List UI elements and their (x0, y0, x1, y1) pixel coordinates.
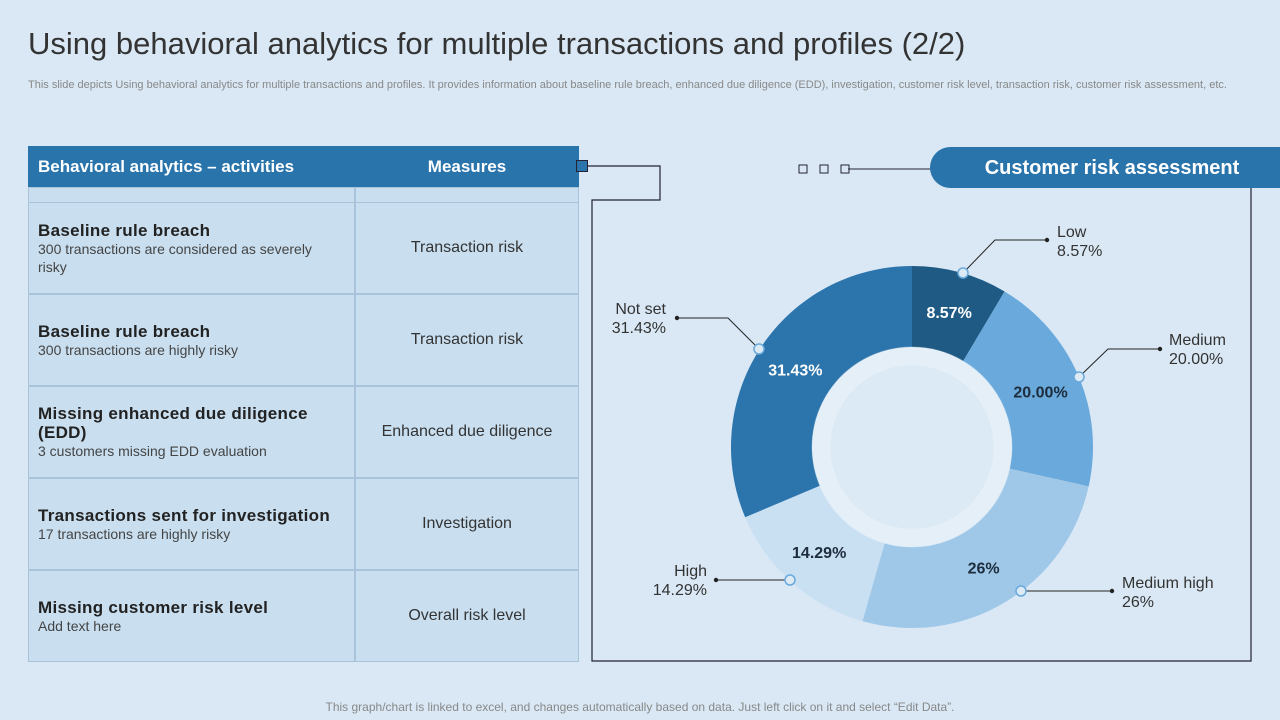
row-title: Baseline rule breach (38, 321, 211, 341)
leader-dot (674, 315, 680, 321)
row-title: Baseline rule breach (38, 220, 211, 240)
donut-slice (963, 291, 1093, 487)
donut-slice (912, 266, 1005, 362)
donut-slice (745, 485, 885, 622)
leader-line (1078, 348, 1160, 378)
leader-dot (1109, 588, 1115, 594)
category-label: High (674, 563, 707, 580)
row-description: Add text here (38, 617, 122, 634)
donut-hole (831, 366, 993, 528)
panel-border (587, 165, 1252, 662)
measure: Overall risk level (408, 607, 526, 624)
row-description: 17 transactions are highly risky (38, 525, 231, 542)
row-cell: Baseline rule breach 300 transactions are… (28, 294, 355, 386)
subtitle: This slide depicts Using behavioral anal… (28, 79, 1227, 91)
column-header: Behavioral analytics – activities (28, 146, 355, 187)
category-label: Low (1057, 224, 1087, 241)
chart-title-pill (930, 147, 1280, 188)
connector-square (819, 164, 829, 174)
row-description: 300 transactions are highly risky (38, 341, 238, 358)
slice-label: 31.43% (768, 363, 822, 380)
leader-dot (1157, 346, 1163, 352)
connector-square (798, 164, 808, 174)
footer-note: This graph/chart is linked to excel, and… (325, 700, 955, 714)
slice-dot (1073, 371, 1085, 383)
category-label: Medium high (1122, 575, 1214, 592)
slice-label: 26% (968, 560, 1000, 577)
row-cell: Missing enhanced due diligence (EDD) 3 cu… (28, 386, 355, 478)
chart-title: Customer risk assessment (985, 157, 1240, 179)
measure-cell: Overall risk level (355, 570, 579, 662)
column-header: Measures (355, 146, 579, 187)
slice-dot (784, 574, 796, 586)
measure-cell: Transaction risk (355, 294, 579, 386)
slice-dot (753, 343, 765, 355)
slice-label: 20.00% (1013, 385, 1067, 402)
measure: Transaction risk (410, 239, 524, 256)
leader-line (677, 317, 760, 350)
value-label: 8.57% (1057, 243, 1102, 260)
slice-label: 14.29% (792, 545, 846, 562)
category-label: Medium (1169, 332, 1226, 349)
row-description: 3 customers missing EDD evaluation (38, 443, 267, 459)
leader-line (962, 239, 1047, 274)
header-gap (355, 187, 579, 203)
leader-dot (1044, 237, 1050, 243)
donut-slice (731, 265, 912, 518)
donut-slice (862, 468, 1089, 628)
inner-ring (811, 346, 1013, 548)
measure: Enhanced due diligence (381, 423, 553, 440)
slice-label: 8.57% (926, 305, 971, 322)
title: Using behavioral analytics for multiple … (28, 26, 966, 61)
slice-dot (1015, 585, 1027, 597)
connector-square (840, 164, 850, 174)
measure: Transaction risk (410, 331, 524, 348)
header-gap (28, 187, 355, 203)
slice-dot (957, 267, 969, 279)
measure-cell: Enhanced due diligence (355, 386, 579, 478)
measure-cell: Investigation (355, 478, 579, 570)
value-label: 20.00% (1169, 351, 1223, 368)
row-cell: Transactions sent for investigation 17 tr… (28, 478, 355, 570)
measure: Investigation (422, 515, 512, 532)
row-description: 300 transactions are considered as sever… (38, 240, 312, 275)
category-label: Not set (615, 301, 666, 318)
row-cell: Missing customer risk level Add text here (28, 570, 355, 662)
measure-cell: Transaction risk (355, 202, 579, 294)
row-title: Transactions sent for investigation (38, 505, 331, 525)
leader-dot (713, 577, 719, 583)
value-label: 26% (1122, 594, 1154, 611)
row-title: Missing customer risk level (38, 597, 269, 617)
value-label: 14.29% (653, 582, 707, 599)
row-title: Missing enhanced due diligence (EDD) (38, 404, 308, 442)
row-cell: Baseline rule breach 300 transactions are… (28, 202, 355, 294)
value-label: 31.43% (612, 320, 666, 337)
